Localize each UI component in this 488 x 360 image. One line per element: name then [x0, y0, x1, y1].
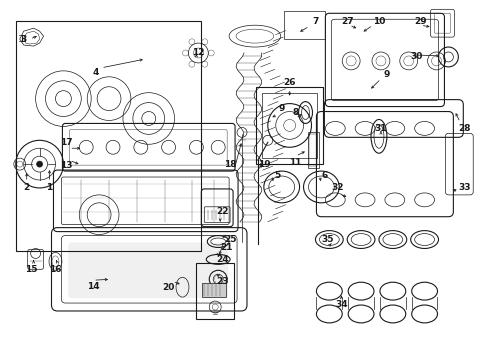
Text: 33: 33 [457, 184, 469, 193]
Text: 9: 9 [383, 70, 389, 79]
Text: 24: 24 [215, 255, 228, 264]
Text: 7: 7 [312, 17, 318, 26]
Text: 16: 16 [49, 265, 61, 274]
Text: 26: 26 [283, 78, 295, 87]
Circle shape [37, 161, 42, 167]
Text: 31: 31 [374, 124, 386, 133]
Text: 23: 23 [216, 277, 228, 286]
Text: 12: 12 [192, 49, 204, 58]
Text: 17: 17 [60, 138, 73, 147]
Bar [283, 11, 325, 39]
Text: 30: 30 [409, 53, 422, 62]
Text: 11: 11 [289, 158, 301, 167]
Bar [255, 87, 323, 164]
Text: 35: 35 [321, 235, 333, 244]
Text: 27: 27 [340, 17, 353, 26]
Text: 4: 4 [93, 68, 99, 77]
Text: 6: 6 [321, 171, 327, 180]
Bar [196, 264, 234, 319]
Text: 34: 34 [334, 300, 347, 309]
Text: 15: 15 [25, 265, 38, 274]
Bar [307, 132, 319, 168]
Text: 25: 25 [224, 235, 236, 244]
Text: 19: 19 [258, 159, 271, 168]
Text: 20: 20 [162, 283, 174, 292]
Text: 32: 32 [330, 184, 343, 193]
Text: 9: 9 [278, 104, 285, 113]
Text: 5: 5 [274, 171, 280, 180]
FancyBboxPatch shape [68, 243, 228, 298]
Text: 8: 8 [292, 108, 298, 117]
Text: 14: 14 [87, 282, 99, 291]
Text: 29: 29 [413, 17, 426, 26]
Text: 1: 1 [46, 184, 53, 193]
Bar [202, 283, 225, 297]
Text: 21: 21 [220, 243, 232, 252]
Text: 22: 22 [216, 207, 228, 216]
Text: 28: 28 [457, 124, 469, 133]
Bar [16, 21, 201, 251]
Text: 2: 2 [23, 184, 30, 193]
Text: 18: 18 [224, 159, 236, 168]
Bar [309, 134, 317, 166]
Text: 13: 13 [60, 161, 73, 170]
Text: 3: 3 [20, 35, 27, 44]
Text: 10: 10 [372, 17, 385, 26]
